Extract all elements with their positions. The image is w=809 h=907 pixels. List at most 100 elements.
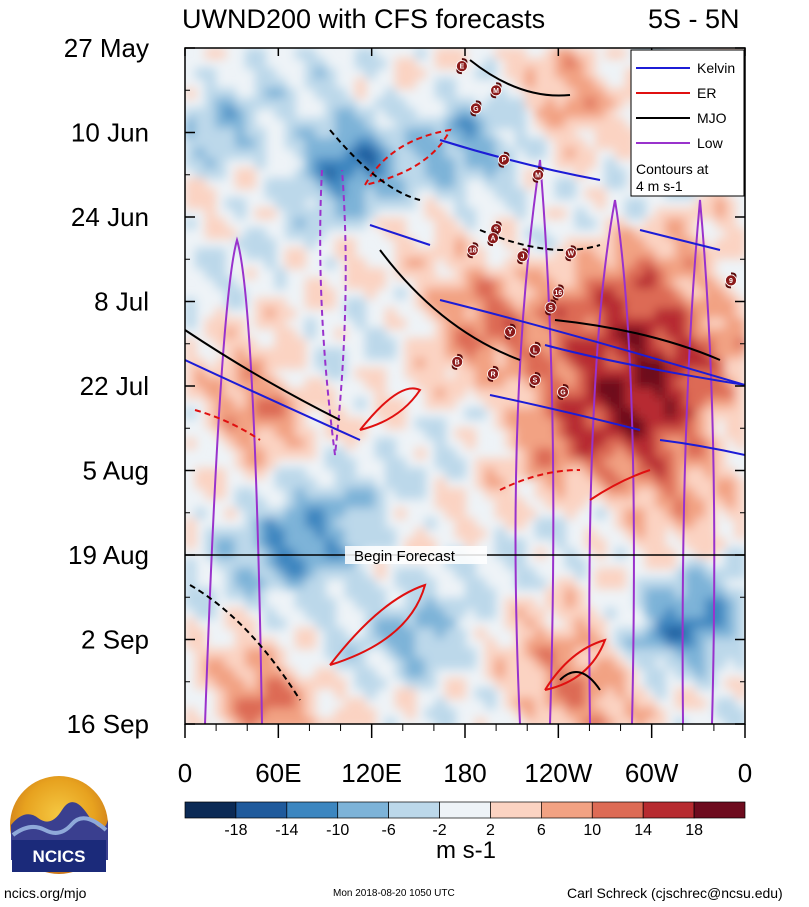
storm-marker: 18 <box>466 242 479 259</box>
contour-line <box>185 329 341 421</box>
field-cell <box>385 538 396 549</box>
field-cell <box>405 168 416 179</box>
field-cell <box>695 598 706 609</box>
field-cell <box>285 128 296 139</box>
field-cell <box>455 158 466 169</box>
field-cell <box>315 358 326 369</box>
field-cell <box>285 138 296 149</box>
field-cell <box>595 238 606 249</box>
field-cell <box>505 288 516 299</box>
footer-timestamp: Mon 2018-08-20 1050 UTC <box>333 888 455 899</box>
field-cell <box>445 128 456 139</box>
field-cell <box>475 168 486 179</box>
field-cell <box>685 508 696 519</box>
field-cell <box>455 308 466 319</box>
field-cell <box>385 628 396 639</box>
field-cell <box>605 388 616 399</box>
field-cell <box>295 448 306 459</box>
field-cell <box>695 418 706 429</box>
field-cell <box>625 448 636 459</box>
field-cell <box>685 498 696 509</box>
field-cell <box>315 718 326 724</box>
field-cell <box>475 378 486 389</box>
field-cell <box>725 698 736 709</box>
field-cell <box>645 258 656 269</box>
field-cell <box>635 278 646 289</box>
field-cell <box>715 478 726 489</box>
contour-line <box>469 59 571 97</box>
field-cell <box>555 438 566 449</box>
field-cell <box>475 248 486 259</box>
field-cell <box>315 78 326 89</box>
field-cell <box>265 718 276 724</box>
field-cell <box>635 228 646 239</box>
field-cell <box>585 98 596 109</box>
field-cell <box>645 518 656 529</box>
field-cell <box>705 628 716 639</box>
field-cell <box>365 198 376 209</box>
field-cell <box>615 568 626 579</box>
field-cell <box>325 548 336 559</box>
field-cell <box>215 678 226 689</box>
field-cell <box>335 428 346 439</box>
field-cell <box>305 58 316 69</box>
field-cell <box>535 268 546 279</box>
field-cell <box>605 498 616 509</box>
field-cell <box>585 158 596 169</box>
field-cell <box>345 458 356 469</box>
field-cell <box>465 518 476 529</box>
field-cell <box>275 478 286 489</box>
field-cell <box>445 308 456 319</box>
field-cell <box>625 468 636 479</box>
field-cell <box>235 668 246 679</box>
field-cell <box>335 168 346 179</box>
field-cell <box>585 188 596 199</box>
field-cell <box>575 458 586 469</box>
field-cell <box>555 358 566 369</box>
field-cell <box>535 378 546 389</box>
field-cell <box>425 658 436 669</box>
field-cell <box>185 338 196 349</box>
field-cell <box>685 408 696 419</box>
field-cell <box>605 368 616 379</box>
field-cell <box>575 118 586 129</box>
field-cell <box>445 388 456 399</box>
field-cell <box>345 498 356 509</box>
field-cell <box>365 688 376 699</box>
field-cell <box>285 558 296 569</box>
field-cell <box>305 698 316 709</box>
field-cell <box>605 248 616 259</box>
field-cell <box>655 278 666 289</box>
field-cell <box>265 248 276 259</box>
footer-url[interactable]: ncics.org/mjo <box>4 885 87 901</box>
field-cell <box>655 618 666 629</box>
field-cell <box>295 258 306 269</box>
field-cell <box>565 478 576 489</box>
field-cell <box>345 208 356 219</box>
field-cell <box>595 618 606 629</box>
field-cell <box>345 98 356 109</box>
storm-label: W <box>567 251 574 258</box>
field-cell <box>215 658 226 669</box>
field-cell <box>505 278 516 289</box>
field-cell <box>645 578 656 589</box>
field-cell <box>285 108 296 119</box>
storm-dot <box>557 386 569 398</box>
field-cell <box>635 698 646 709</box>
field-cell <box>335 688 346 699</box>
field-cell <box>555 58 566 69</box>
field-cell <box>325 68 336 79</box>
storm-spiral-icon <box>773 138 782 152</box>
field-cell <box>395 628 406 639</box>
field-cell <box>385 418 396 429</box>
field-cell <box>735 408 745 419</box>
field-cell <box>715 698 726 709</box>
field-cell <box>535 628 546 639</box>
field-cell <box>205 88 216 99</box>
y-tick-label: 10 Jun <box>71 118 149 148</box>
field-cell <box>725 298 736 309</box>
field-cell <box>715 568 726 579</box>
field-cell <box>435 228 446 239</box>
field-cell <box>405 358 416 369</box>
